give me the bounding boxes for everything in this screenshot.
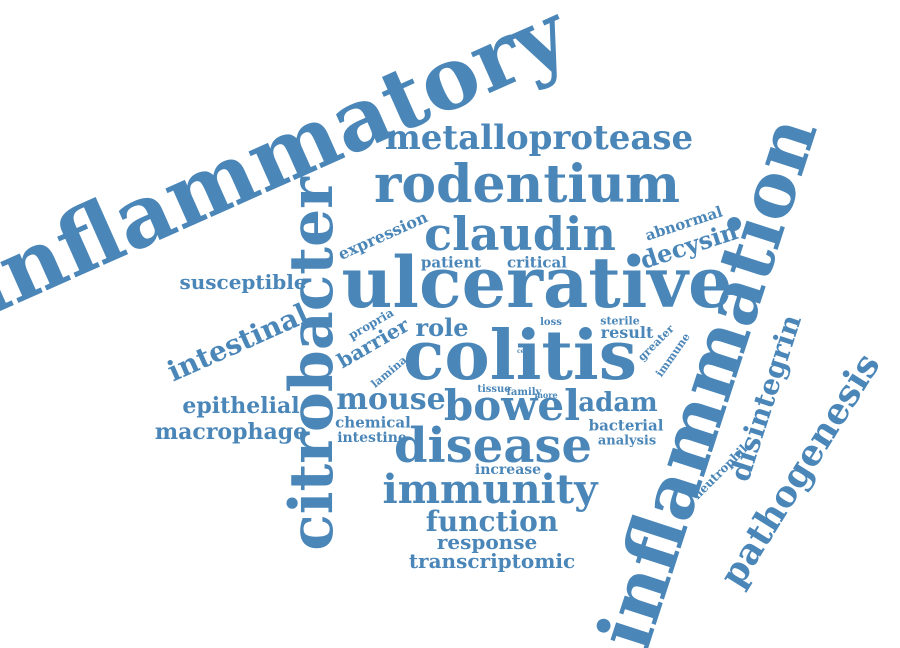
word-mouse: mouse (336, 382, 446, 417)
word-transcriptomic: transcriptomic (408, 549, 576, 573)
word-intestine: intestine (337, 430, 407, 446)
word-adam: adam (578, 388, 658, 418)
word-family: family (506, 387, 542, 398)
word-cell: cell (516, 348, 530, 355)
word-metalloprotease: metalloprotease (384, 118, 694, 158)
word-more: more (534, 390, 558, 400)
word-increase: increase (474, 462, 542, 478)
word-tissue: tissue (477, 384, 511, 395)
word-citrobacter: citrobacter (277, 177, 347, 551)
word-response: response (436, 530, 538, 554)
word-macrophage: macrophage (154, 419, 308, 445)
word-disease: disease (393, 418, 593, 474)
word-bowel: bowel (443, 381, 581, 430)
word-critical: critical (507, 253, 567, 272)
word-sterile: sterile (600, 314, 640, 328)
word-bacterial: bacterial (588, 416, 664, 435)
word-immunity: immunity (382, 466, 598, 513)
word-analysis: analysis (597, 433, 657, 449)
word-epithelial: epithelial (182, 393, 300, 419)
word-function: function (425, 505, 559, 538)
word-susceptible: susceptible (179, 270, 307, 294)
word-loss: loss (540, 317, 562, 328)
word-claudin: claudin (424, 207, 616, 261)
word-result: result (600, 323, 654, 342)
word-chemical: chemical (335, 413, 411, 432)
word-patient: patient (420, 253, 482, 272)
word-colitis: colitis (403, 316, 637, 396)
word-ulcerative: ulcerative (341, 241, 733, 324)
word-rodentium: rodentium (374, 154, 680, 215)
word-role: role (415, 313, 469, 342)
